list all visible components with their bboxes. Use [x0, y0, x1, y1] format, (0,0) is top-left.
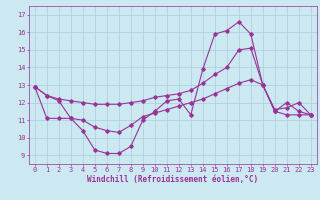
X-axis label: Windchill (Refroidissement éolien,°C): Windchill (Refroidissement éolien,°C) [87, 175, 258, 184]
